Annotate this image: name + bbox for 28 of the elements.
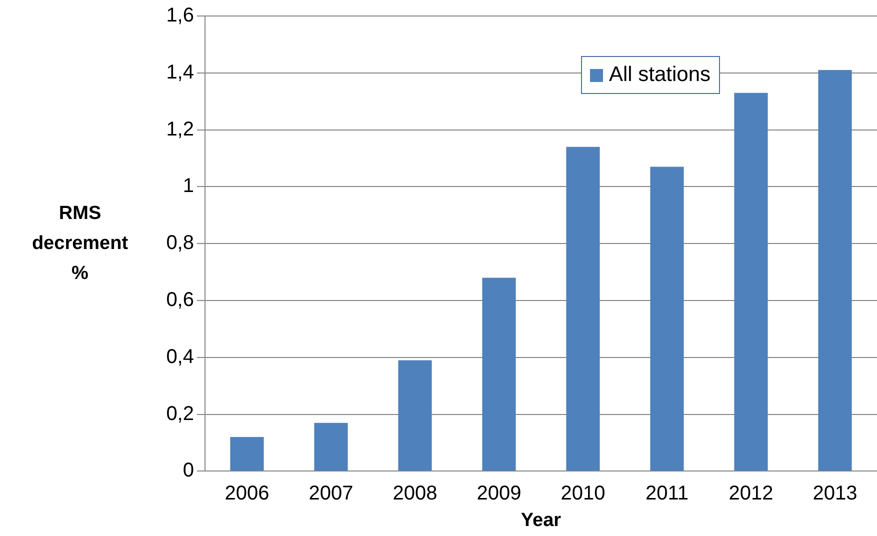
y-tick-label: 0,8: [166, 232, 194, 254]
x-axis-title: Year: [520, 510, 562, 531]
y-tick-label: 1,6: [166, 4, 194, 27]
bar: [314, 422, 348, 471]
y-tick-label: 1: [182, 175, 194, 198]
x-tick-label: 2007: [308, 482, 354, 505]
x-tick-label: 2006: [224, 482, 270, 505]
x-tick-label: 2010: [560, 482, 606, 505]
y-tick-label: 1,4: [166, 61, 194, 84]
y-tick-label: 0,6: [166, 289, 194, 312]
y-axis-title: RMS decrement %: [32, 202, 129, 284]
legend-label: All stations: [609, 63, 711, 87]
y-tick-label: 0: [182, 460, 194, 482]
x-tick-label: 2013: [812, 482, 858, 505]
y-tick-label: 1,2: [166, 118, 194, 140]
x-tick-label: 2012: [728, 482, 774, 505]
bar: [650, 166, 684, 471]
y-tick-label: 0,4: [166, 346, 194, 368]
bar: [398, 360, 432, 471]
bar: [482, 278, 516, 471]
x-tick-label: 2011: [645, 482, 689, 505]
bar: [230, 437, 264, 471]
bar: [566, 146, 600, 471]
bar: [818, 70, 852, 471]
bar: [734, 92, 768, 471]
x-tick-label: 2009: [476, 482, 522, 505]
y-tick-label: 0,2: [166, 402, 194, 425]
x-tick-label: 2008: [392, 482, 438, 505]
